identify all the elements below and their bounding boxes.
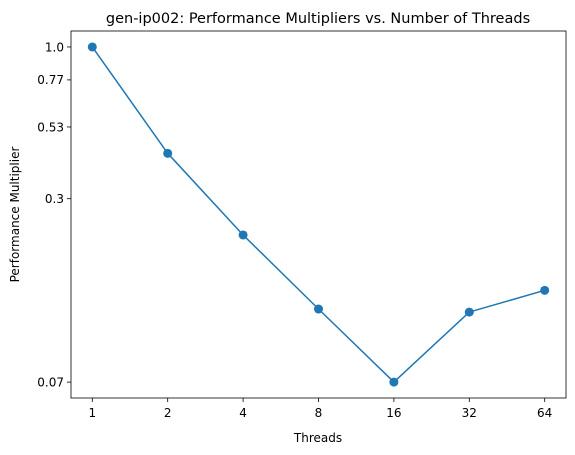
data-point (314, 304, 323, 314)
x-tick-label: 4 (239, 406, 247, 420)
x-tick-label: 16 (386, 406, 401, 420)
y-axis: 1.0 0.77 0.53 0.3 0.07 (37, 40, 71, 389)
y-axis-label: Performance Multiplier (8, 147, 22, 283)
y-tick-label: 0.3 (45, 192, 64, 206)
y-tick-label: 0.77 (37, 73, 64, 87)
data-point (464, 307, 474, 317)
x-tick-label: 32 (462, 406, 477, 420)
x-tick-label: 1 (88, 406, 96, 420)
x-tick-label: 8 (315, 406, 323, 420)
y-tick-label: 0.53 (37, 120, 64, 134)
x-tick-label: 64 (537, 406, 552, 420)
data-point (238, 230, 248, 240)
x-tick-label: 2 (164, 406, 172, 420)
data-point (389, 377, 399, 387)
y-tick-label: 1.0 (45, 40, 64, 54)
y-tick-label: 0.07 (37, 375, 64, 389)
series-layer (87, 42, 550, 387)
data-point (540, 285, 550, 295)
chart-title: gen-ip002: Performance Multipliers vs. N… (106, 11, 530, 27)
data-point (163, 148, 173, 158)
data-point (87, 42, 97, 52)
x-axis-label: Threads (293, 431, 342, 445)
x-axis: 1 2 4 8 16 32 64 (88, 398, 552, 420)
